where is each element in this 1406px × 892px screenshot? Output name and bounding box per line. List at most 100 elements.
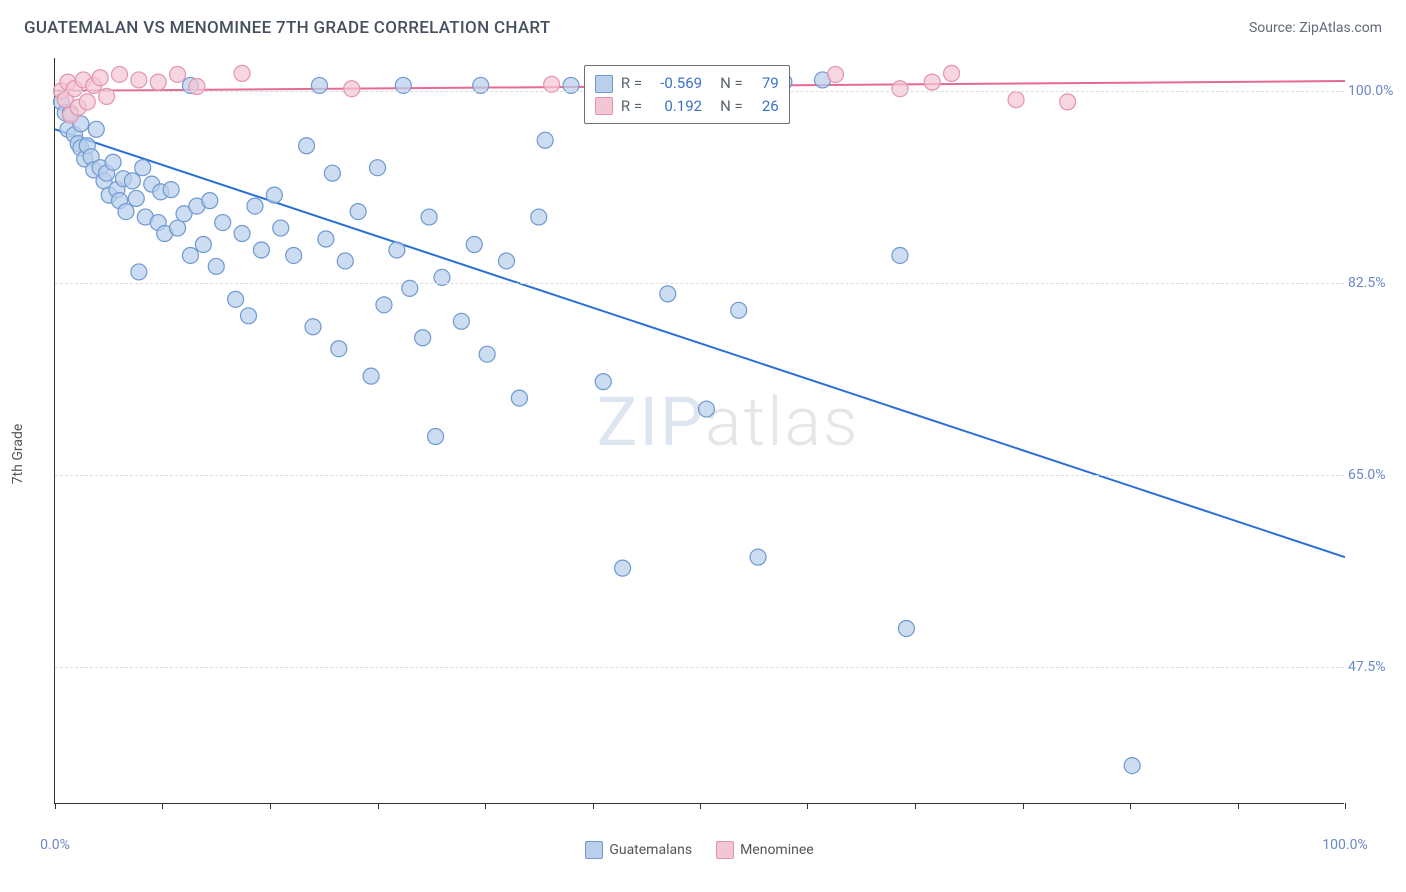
scatter-marker <box>898 620 914 636</box>
scatter-marker <box>150 74 166 90</box>
scatter-marker <box>337 253 353 269</box>
scatter-marker <box>273 220 289 236</box>
scatter-marker <box>266 187 282 203</box>
scatter-marker <box>531 209 547 225</box>
legend-n-value: 26 <box>751 95 779 118</box>
legend-row: R = -0.569 N = 79 <box>595 72 779 95</box>
source-name: ZipAtlas.com <box>1299 20 1382 36</box>
scatter-marker <box>1124 758 1140 774</box>
scatter-marker <box>124 173 140 189</box>
series-legend-label: Menominee <box>740 842 814 858</box>
chart-title: GUATEMALAN VS MENOMINEE 7TH GRADE CORREL… <box>24 18 551 38</box>
correlation-legend: R = -0.569 N = 79R = 0.192 N = 26 <box>584 65 790 124</box>
scatter-marker <box>479 346 495 362</box>
scatter-marker <box>827 66 843 82</box>
x-tick <box>700 803 701 809</box>
scatter-marker <box>131 264 147 280</box>
trend-line <box>55 129 1345 557</box>
gridline-horizontal <box>55 475 1344 476</box>
scatter-marker <box>182 247 198 263</box>
x-tick <box>1238 803 1239 809</box>
scatter-marker <box>195 237 211 253</box>
scatter-marker <box>241 308 257 324</box>
series-legend-label: Guatemalans <box>609 842 692 858</box>
gridline-horizontal <box>55 283 1344 284</box>
scatter-marker <box>892 247 908 263</box>
x-tick <box>485 803 486 809</box>
scatter-marker <box>189 79 205 95</box>
scatter-marker <box>318 231 334 247</box>
y-tick-label: 65.0% <box>1348 467 1406 483</box>
scatter-marker <box>208 258 224 274</box>
y-tick-label: 100.0% <box>1348 83 1406 99</box>
scatter-marker <box>170 220 186 236</box>
source-attribution: Source: ZipAtlas.com <box>1249 20 1382 36</box>
x-tick <box>593 803 594 809</box>
scatter-marker <box>112 66 128 82</box>
title-bar: GUATEMALAN VS MENOMINEE 7TH GRADE CORREL… <box>24 18 1382 38</box>
scatter-marker <box>105 154 121 170</box>
scatter-marker <box>135 160 151 176</box>
series-legend-item: Guatemalans <box>585 841 692 859</box>
scatter-marker <box>118 204 134 220</box>
scatter-marker <box>363 368 379 384</box>
x-tick <box>162 803 163 809</box>
plot-area: 47.5%65.0%82.5%100.0%0.0%100.0%ZIPatlasR… <box>54 58 1344 804</box>
scatter-marker <box>215 215 231 231</box>
legend-swatch <box>716 841 734 859</box>
x-tick <box>1345 803 1346 809</box>
legend-swatch <box>595 97 613 115</box>
legend-r-value: -0.569 <box>650 72 702 95</box>
y-axis-label: 7th Grade <box>10 424 26 485</box>
legend-r-value: 0.192 <box>650 95 702 118</box>
legend-n-value: 79 <box>751 72 779 95</box>
scatter-marker <box>1008 92 1024 108</box>
scatter-marker <box>79 94 95 110</box>
scatter-marker <box>615 560 631 576</box>
scatter-marker <box>537 132 553 148</box>
x-tick <box>270 803 271 809</box>
scatter-marker <box>660 286 676 302</box>
x-tick <box>55 803 56 809</box>
scatter-marker <box>305 319 321 335</box>
y-tick-label: 82.5% <box>1348 275 1406 291</box>
legend-row: R =0.192N =26 <box>595 95 779 118</box>
gridline-horizontal <box>55 667 1344 668</box>
scatter-marker <box>453 313 469 329</box>
scatter-marker <box>892 81 908 97</box>
scatter-marker <box>131 72 147 88</box>
x-tick <box>807 803 808 809</box>
legend-swatch <box>585 841 603 859</box>
scatter-marker <box>376 297 392 313</box>
y-tick-label: 47.5% <box>1348 659 1406 675</box>
scatter-marker <box>731 302 747 318</box>
scatter-marker <box>202 193 218 209</box>
x-tick <box>1130 803 1131 809</box>
legend-r-label: R = <box>621 72 642 95</box>
scatter-marker <box>466 237 482 253</box>
scatter-marker <box>944 65 960 81</box>
legend-r-label: R = <box>621 95 642 118</box>
scatter-marker <box>350 204 366 220</box>
scatter-marker <box>286 247 302 263</box>
series-legend: Guatemalans Menominee <box>55 841 1344 859</box>
scatter-marker <box>370 160 386 176</box>
scatter-marker <box>253 242 269 258</box>
scatter-marker <box>389 242 405 258</box>
scatter-marker <box>228 291 244 307</box>
scatter-marker <box>247 198 263 214</box>
scatter-marker <box>428 428 444 444</box>
x-tick <box>1023 803 1024 809</box>
x-tick <box>915 803 916 809</box>
scatter-marker <box>1060 94 1076 110</box>
scatter-marker <box>92 70 108 86</box>
scatter-marker <box>924 74 940 90</box>
scatter-marker <box>88 121 104 137</box>
legend-n-label: N = <box>720 72 743 95</box>
x-tick <box>378 803 379 809</box>
scatter-marker <box>170 66 186 82</box>
series-legend-item: Menominee <box>716 841 814 859</box>
scatter-marker <box>163 182 179 198</box>
scatter-marker <box>344 81 360 97</box>
scatter-marker <box>511 390 527 406</box>
